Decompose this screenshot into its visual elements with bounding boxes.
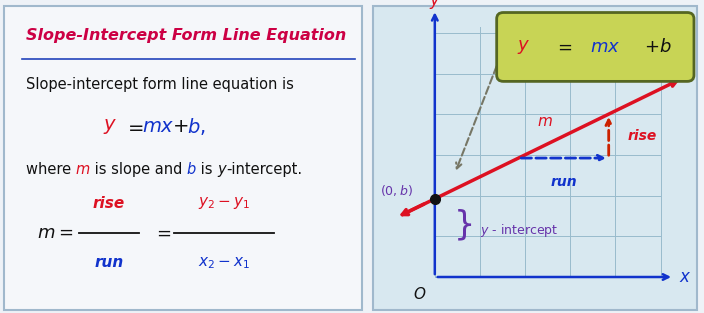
- Text: m: m: [75, 162, 90, 177]
- FancyBboxPatch shape: [373, 6, 697, 310]
- Text: $y$ - intercept: $y$ - intercept: [480, 222, 558, 239]
- Text: is: is: [196, 162, 218, 177]
- Text: $y$: $y$: [517, 38, 530, 56]
- Text: $mx$: $mx$: [142, 117, 175, 136]
- Text: is slope and: is slope and: [90, 162, 187, 177]
- Text: $m$: $m$: [537, 114, 553, 129]
- Text: y: y: [218, 162, 226, 177]
- Text: $=$: $=$: [153, 224, 172, 242]
- Text: $= $: $= $: [553, 38, 572, 56]
- Text: $y$: $y$: [103, 117, 118, 136]
- Text: $O$: $O$: [413, 286, 427, 302]
- Text: -intercept.: -intercept.: [226, 162, 302, 177]
- Text: $=$: $=$: [124, 117, 144, 136]
- Text: Slope-Intercept Form Line Equation: Slope-Intercept Form Line Equation: [26, 28, 346, 44]
- Text: rise: rise: [93, 196, 125, 211]
- Text: $y$: $y$: [429, 0, 441, 11]
- Text: Slope-intercept form line equation is: Slope-intercept form line equation is: [26, 77, 294, 92]
- FancyBboxPatch shape: [4, 6, 363, 310]
- Text: rise: rise: [627, 129, 657, 143]
- Text: $m=$: $m=$: [37, 224, 73, 242]
- FancyBboxPatch shape: [497, 13, 694, 81]
- Text: $x_2 - x_1$: $x_2 - x_1$: [198, 255, 250, 271]
- Text: $x$: $x$: [679, 268, 692, 286]
- Text: $b,$: $b,$: [187, 116, 206, 137]
- Text: run: run: [94, 255, 124, 270]
- Text: $+$: $+$: [172, 117, 188, 136]
- Text: where: where: [26, 162, 75, 177]
- Text: b: b: [187, 162, 196, 177]
- Text: $+ b$: $+ b$: [643, 38, 672, 56]
- Text: $y_2 - y_1$: $y_2 - y_1$: [198, 195, 250, 212]
- Text: $\}$: $\}$: [453, 208, 472, 243]
- Text: run: run: [551, 175, 577, 188]
- Text: $mx$: $mx$: [591, 38, 621, 56]
- Text: $(0, b)$: $(0, b)$: [379, 183, 413, 198]
